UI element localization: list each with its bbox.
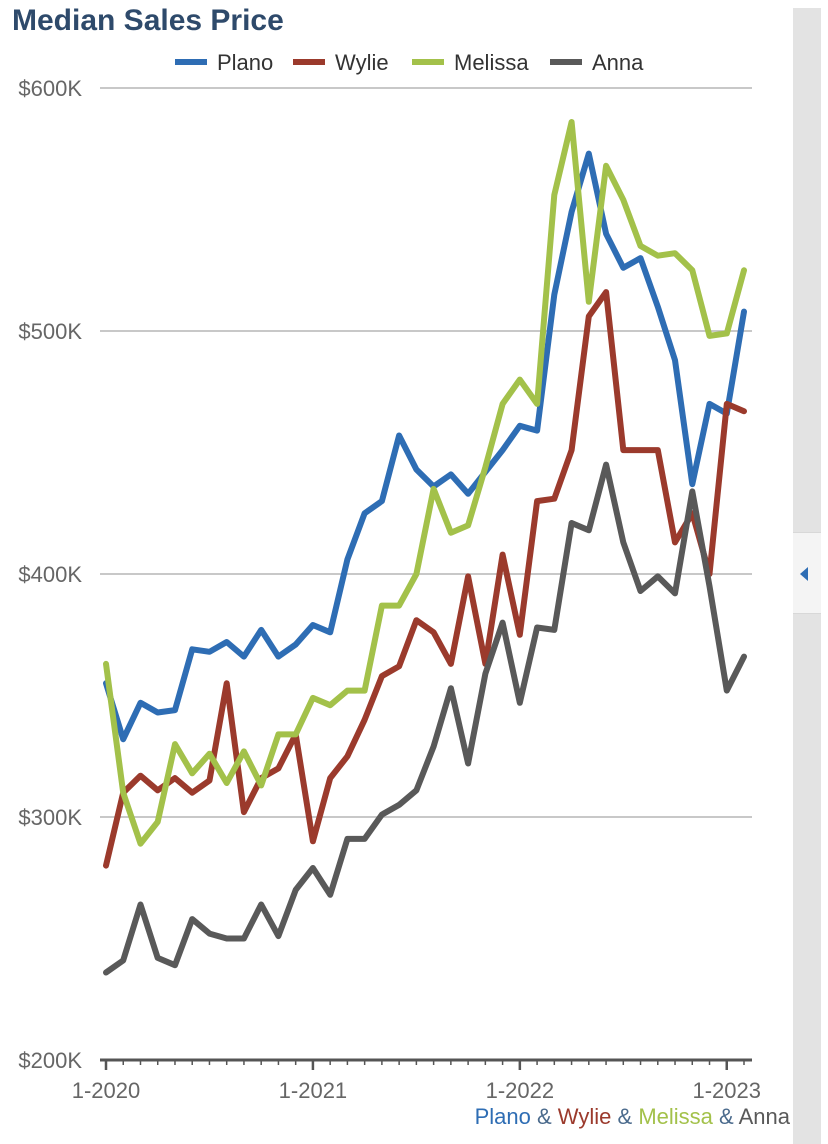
legend-label: Anna (592, 50, 644, 75)
collapse-panel-button[interactable] (793, 532, 821, 614)
legend-label: Plano (217, 50, 273, 75)
grid-lines (100, 87, 752, 818)
y-axis: $200K $300K $400K $500K $600K (18, 76, 82, 1073)
x-tick-label: 1-2020 (72, 1078, 141, 1103)
series-line-plano (103, 150, 747, 743)
y-tick-label: $300K (18, 805, 82, 830)
footer-separator: & (719, 1104, 734, 1129)
y-tick-label: $200K (18, 1048, 82, 1073)
median-sales-price-chart: Plano Wylie Melissa Anna $200K $300K $400K $50… (18, 50, 761, 1103)
legend-label: Wylie (335, 50, 389, 75)
legend-item-wylie: Wylie (293, 50, 389, 75)
footer-city-anna: Anna (738, 1104, 790, 1129)
chart-title: Median Sales Price (12, 4, 284, 37)
y-tick-label: $600K (18, 76, 82, 101)
chevron-left-icon (800, 567, 808, 581)
footer-city-wylie: Wylie (557, 1104, 612, 1129)
y-tick-label: $500K (18, 319, 82, 344)
series-line-melissa (103, 119, 747, 847)
footer-separator: & (617, 1104, 633, 1129)
x-tick-label: 1-2023 (692, 1078, 761, 1103)
series-lines (103, 119, 747, 976)
legend-item-plano: Plano (175, 50, 273, 75)
x-tick-label: 1-2021 (279, 1078, 348, 1103)
y-tick-label: $400K (18, 562, 82, 587)
legend-item-melissa: Melissa (412, 50, 529, 75)
legend-item-anna: Anna (550, 50, 644, 75)
series-line-anna (103, 461, 747, 976)
footer-separator: & (536, 1104, 552, 1129)
legend-label: Melissa (454, 50, 529, 75)
x-axis: 1-2020 1-2021 1-2022 1-2023 (72, 1058, 761, 1103)
footer-city-plano: Plano (474, 1104, 531, 1129)
footer-city-melissa: Melissa (638, 1104, 713, 1129)
footer-cities: Plano & Wylie & Melissa & Anna (475, 1104, 790, 1130)
series-line-wylie (103, 289, 747, 869)
x-tick-label: 1-2022 (486, 1078, 555, 1103)
chart-legend: Plano Wylie Melissa Anna (175, 50, 644, 75)
